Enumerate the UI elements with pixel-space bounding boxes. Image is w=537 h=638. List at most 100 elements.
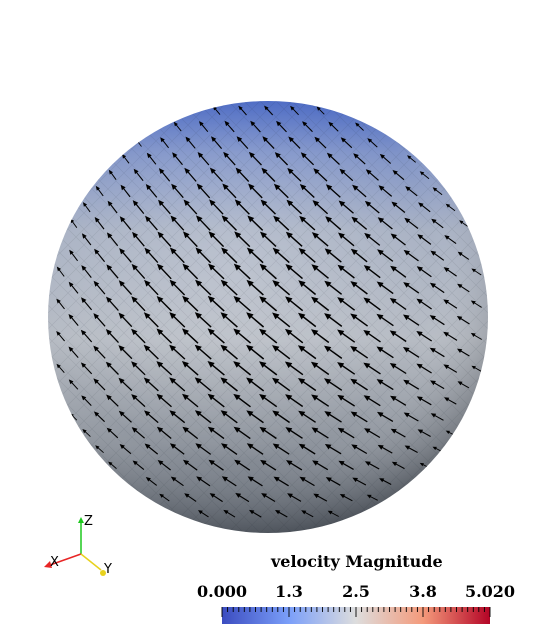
- velocity-arrow-icon: [68, 379, 79, 390]
- x-axis-label: X: [50, 555, 59, 570]
- velocity-arrow-icon: [194, 344, 212, 360]
- velocity-arrow-icon: [366, 494, 378, 501]
- velocity-arrow-icon: [324, 444, 342, 455]
- velocity-arrow-icon: [337, 394, 355, 407]
- velocity-arrow-icon: [403, 379, 420, 390]
- velocity-arrow-icon: [328, 121, 339, 132]
- velocity-arrow-icon: [298, 248, 316, 263]
- y-axis-label: Y: [103, 562, 112, 577]
- velocity-arrow-icon: [457, 381, 470, 389]
- velocity-arrow-icon: [246, 247, 264, 264]
- velocity-arrow-icon: [337, 427, 355, 439]
- velocity-arrow-icon: [234, 459, 251, 471]
- velocity-arrow-icon: [299, 184, 315, 198]
- velocity-arrow-icon: [194, 377, 212, 392]
- velocity-arrow-icon: [183, 199, 198, 215]
- velocity-arrow-icon: [157, 460, 171, 471]
- scalar-bar[interactable]: [221, 607, 491, 624]
- velocity-arrow-icon: [273, 476, 289, 487]
- velocity-arrow-icon: [246, 443, 264, 455]
- velocity-arrow-icon: [156, 393, 172, 408]
- velocity-arrow-icon: [233, 328, 252, 344]
- sphere-surface[interactable]: [0, 17, 537, 617]
- velocity-arrow-icon: [207, 328, 225, 344]
- velocity-arrow-icon: [95, 445, 104, 454]
- orientation-axes[interactable]: Z X Y: [44, 514, 112, 577]
- velocity-arrow-icon: [470, 332, 482, 340]
- velocity-arrow-icon: [182, 393, 199, 408]
- velocity-arrow-icon: [182, 426, 199, 440]
- velocity-arrow-icon: [108, 169, 117, 180]
- velocity-arrow-icon: [80, 362, 93, 375]
- velocity-arrow-icon: [365, 169, 379, 181]
- velocity-arrow-icon: [311, 329, 330, 344]
- velocity-arrow-icon: [144, 443, 159, 455]
- velocity-arrow-icon: [122, 154, 130, 164]
- velocity-arrow-icon: [160, 137, 170, 149]
- velocity-arrow-icon: [379, 153, 392, 164]
- velocity-arrow-icon: [209, 493, 223, 503]
- velocity-arrow-icon: [171, 183, 184, 199]
- velocity-arrow-icon: [221, 215, 238, 231]
- velocity-arrow-icon: [119, 444, 132, 455]
- velocity-arrow-icon: [264, 105, 274, 116]
- velocity-arrow-icon: [196, 183, 211, 199]
- velocity-arrow-icon: [259, 361, 278, 376]
- velocity-arrow-icon: [259, 296, 278, 312]
- velocity-arrow-icon: [350, 248, 368, 263]
- velocity-arrow-icon: [403, 249, 419, 262]
- velocity-arrow-icon: [284, 361, 304, 376]
- velocity-arrow-icon: [298, 443, 316, 455]
- y-axis-line: [80, 553, 102, 571]
- velocity-arrow-icon: [350, 411, 368, 423]
- velocity-glyphs: [56, 105, 482, 518]
- velocity-arrow-icon: [207, 295, 225, 312]
- velocity-arrow-icon: [56, 266, 65, 277]
- scalar-bar-tick-label-1: 1.3: [275, 582, 303, 601]
- velocity-arrow-icon: [404, 445, 418, 453]
- velocity-arrow-icon: [106, 296, 119, 311]
- velocity-arrow-icon: [220, 279, 238, 296]
- velocity-arrow-icon: [118, 312, 133, 328]
- z-axis-arrow-icon: [78, 517, 84, 523]
- velocity-arrow-icon: [143, 312, 159, 328]
- velocity-arrow-icon: [311, 427, 329, 439]
- velocity-arrow-icon: [337, 264, 355, 279]
- velocity-arrow-icon: [133, 168, 144, 182]
- velocity-arrow-icon: [106, 394, 119, 407]
- velocity-arrow-icon: [223, 509, 236, 518]
- velocity-arrow-icon: [351, 444, 368, 455]
- velocity-arrow-icon: [131, 296, 146, 312]
- velocity-arrow-icon: [169, 377, 186, 392]
- velocity-arrow-icon: [272, 443, 290, 455]
- velocity-arrow-icon: [299, 476, 315, 487]
- velocity-arrow-icon: [285, 296, 304, 312]
- velocity-arrow-icon: [288, 136, 301, 149]
- velocity-arrow-icon: [376, 281, 394, 295]
- velocity-arrow-icon: [207, 426, 225, 440]
- scalar-bar-title: velocity Magnitude: [271, 552, 443, 571]
- velocity-arrow-icon: [234, 231, 251, 248]
- velocity-arrow-icon: [311, 394, 330, 407]
- velocity-arrow-icon: [457, 348, 470, 357]
- velocity-arrow-icon: [144, 279, 159, 296]
- velocity-arrow-icon: [131, 427, 145, 439]
- velocity-arrow-icon: [220, 410, 238, 424]
- velocity-arrow-icon: [182, 328, 199, 344]
- velocity-arrow-icon: [338, 460, 354, 470]
- velocity-arrow-icon: [363, 362, 381, 375]
- velocity-arrow-icon: [272, 312, 291, 328]
- scalar-bar-tick-label-min: 0.000: [196, 582, 248, 601]
- velocity-arrow-icon: [223, 151, 236, 166]
- velocity-arrow-icon: [144, 247, 159, 264]
- velocity-arrow-icon: [221, 443, 238, 455]
- velocity-arrow-icon: [118, 345, 133, 360]
- velocity-arrow-icon: [156, 361, 173, 376]
- velocity-arrow-icon: [105, 361, 119, 375]
- velocity-arrow-icon: [169, 247, 185, 264]
- velocity-arrow-icon: [221, 247, 238, 264]
- velocity-arrow-icon: [259, 394, 278, 408]
- velocity-arrow-icon: [379, 478, 392, 485]
